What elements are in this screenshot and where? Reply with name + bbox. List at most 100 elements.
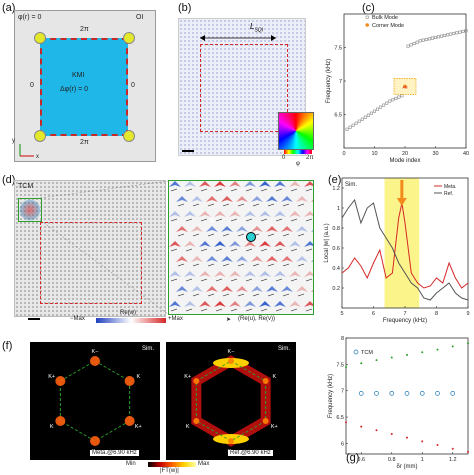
field-cell <box>191 256 203 262</box>
field-cell <box>304 271 313 277</box>
k-label: K <box>186 424 190 430</box>
upper-band-point <box>436 348 439 351</box>
kmi-label: KMI <box>72 72 85 79</box>
bulk-point <box>376 107 380 111</box>
displacement-arrow <box>260 308 268 312</box>
bulk-point <box>345 127 349 131</box>
field-cell <box>191 196 203 202</box>
cbar-min: Min <box>126 461 136 467</box>
y-tick-label: 1.2 <box>332 186 340 192</box>
field-cell <box>169 301 181 307</box>
x-tick-label: 1 <box>421 457 424 463</box>
ft-map-meta: K+K−KK+K−K <box>30 342 160 460</box>
x-tick-label: 7 <box>403 311 406 317</box>
kmi-condition: Δφ(r) = 0 <box>60 86 89 93</box>
probe-label: S <box>210 218 215 225</box>
corner-dot <box>34 32 46 44</box>
y-tick-label: 1 <box>337 206 340 212</box>
panel-e: (e) 5 6 7 8 9 0.2 0.4 0.6 0.8 1 1.2 Frequency (kHz)… <box>316 172 474 330</box>
field-cell <box>214 181 226 187</box>
field-cell <box>244 301 256 307</box>
zoom-box <box>18 198 42 222</box>
displacement-arrow <box>282 233 290 237</box>
y-tick-label: 0.2 <box>332 286 340 292</box>
field-cell <box>259 271 271 277</box>
bulk-point <box>461 29 465 33</box>
axis-y-label: y <box>12 138 15 144</box>
panel-c-label: (c) <box>362 2 375 14</box>
displacement-arrow <box>312 295 313 296</box>
displacement-arrow <box>230 188 238 192</box>
y-tick-label: 6.5 <box>336 415 344 421</box>
legend-bulk: Bulk Mode <box>372 15 398 21</box>
displacement-arrow <box>215 308 223 312</box>
arrow-icon: ➤ <box>226 317 232 323</box>
field-cell <box>289 301 301 307</box>
displacement-arrow <box>290 248 298 252</box>
corner-point <box>403 84 407 89</box>
scale-bar <box>182 150 194 152</box>
bulk-point <box>348 125 352 129</box>
x-axis-label: δr (mm) <box>397 464 418 470</box>
field-cell <box>289 211 301 217</box>
lower-band-point <box>390 432 393 435</box>
lower-band-point <box>360 425 363 428</box>
field-cell <box>169 181 181 187</box>
edge-top-label: 2π <box>80 26 89 33</box>
k-label: K+ <box>271 424 278 430</box>
displacement-arrow <box>245 308 253 312</box>
panel-d-label: (d) <box>2 174 16 186</box>
axes-icon <box>19 144 34 157</box>
bulk-point <box>388 99 392 103</box>
bulk-point <box>391 98 395 102</box>
field-cell <box>266 226 278 232</box>
displacement-arrow <box>207 233 215 237</box>
plot-frame <box>345 337 469 455</box>
panel-f: (f) K+K−KK+K−K K+K−KK+K−K Sim. Sim. Meta… <box>0 330 316 475</box>
x-tick-label: 10 <box>371 151 377 157</box>
displacement-arrow <box>267 293 275 297</box>
field-cell <box>259 241 271 247</box>
displacement-arrow <box>200 308 208 312</box>
x-tick-label: 1.2 <box>449 457 457 463</box>
upper-band-point <box>467 342 469 345</box>
phase-inset <box>278 112 314 150</box>
x-axis-label: Frequency (kHz) <box>383 318 427 324</box>
displacement-arrow <box>200 248 208 252</box>
lower-band-point <box>421 440 424 443</box>
corner-dot <box>34 130 46 142</box>
bulk-point <box>464 29 468 33</box>
displacement-arrow <box>245 188 253 192</box>
k-label: K <box>136 374 140 380</box>
bulk-point <box>449 32 453 36</box>
bulk-point <box>434 35 438 39</box>
field-cell <box>184 241 196 247</box>
displacement-arrow <box>245 218 253 222</box>
field-cell <box>221 256 233 262</box>
y-tick-label: 7.5 <box>336 362 344 368</box>
displacement-arrow <box>192 293 200 297</box>
field-cell <box>199 181 211 187</box>
x-tick-label: 20 <box>402 151 408 157</box>
field-cell <box>169 211 181 217</box>
field-cell <box>244 211 256 217</box>
bulk-point <box>369 111 373 115</box>
displacement-arrow <box>282 263 290 267</box>
displacement-arrow <box>222 203 230 207</box>
y-tick-label: 0.6 <box>332 246 340 252</box>
k-label: K <box>272 374 276 380</box>
cbar-max: 2π <box>306 155 314 161</box>
bulk-point <box>351 123 355 127</box>
phase-colorbar <box>284 150 312 154</box>
tcm-point <box>435 391 440 396</box>
displacement-arrow <box>222 233 230 237</box>
displacement-arrow <box>215 278 223 282</box>
cbar-max: Max <box>198 461 210 467</box>
field-cell <box>206 226 218 232</box>
bulk-point <box>437 35 441 39</box>
displacement-arrow <box>297 263 305 267</box>
tcm-point <box>374 391 379 396</box>
field-cell <box>266 256 278 262</box>
legend-min: −Max <box>70 316 85 322</box>
field-cell <box>206 196 218 202</box>
